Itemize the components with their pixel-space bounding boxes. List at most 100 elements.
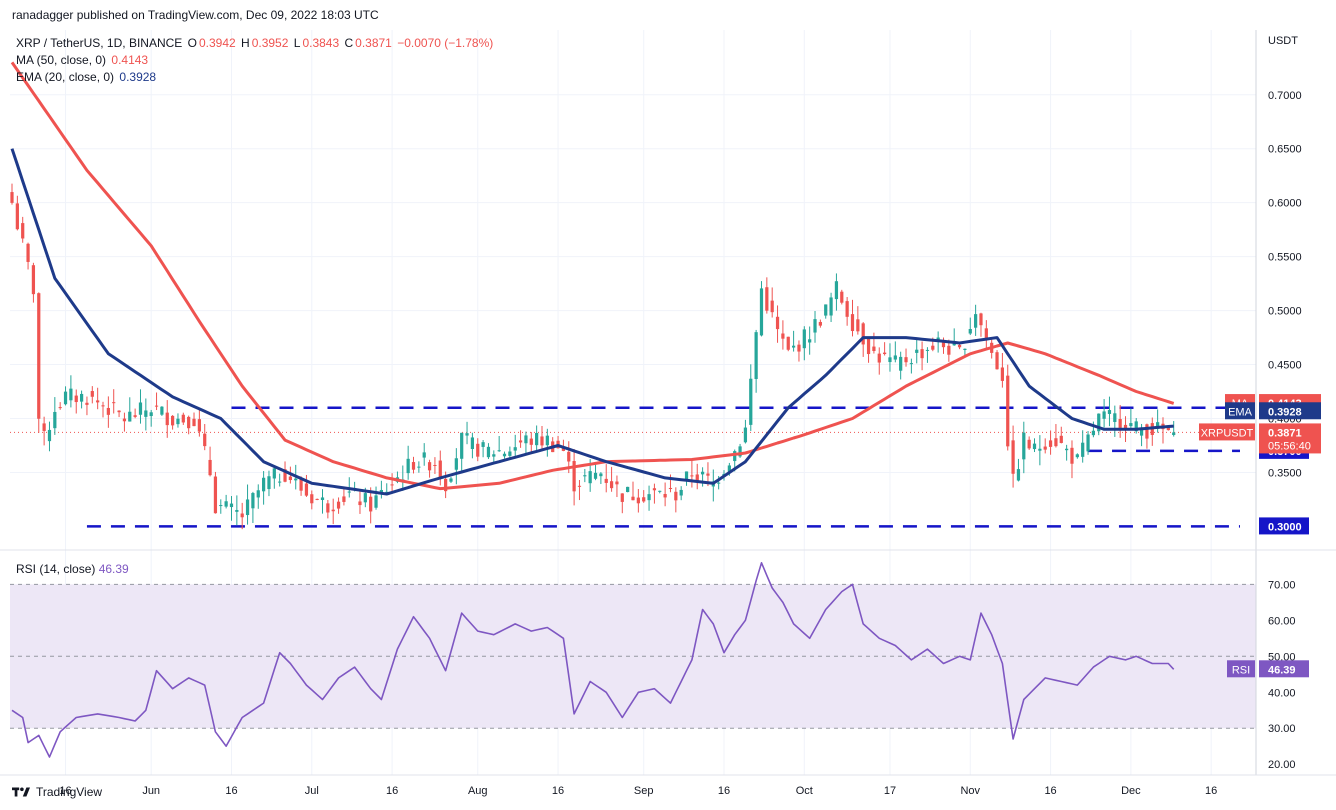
candle-body <box>390 484 394 486</box>
candlestick <box>1156 409 1160 433</box>
price-tag: EMA 0.3928 <box>1225 402 1321 420</box>
candle-body <box>176 418 180 425</box>
candle-body <box>502 453 507 457</box>
candlestick <box>877 347 881 375</box>
price-tick-label: 0.3500 <box>1268 467 1302 479</box>
rsi-band <box>10 584 1256 729</box>
candlestick <box>797 340 801 362</box>
candlestick <box>652 483 657 504</box>
candlestick <box>401 465 405 491</box>
candlestick <box>1065 444 1069 461</box>
time-tick-label: 16 <box>225 785 237 797</box>
candle-body <box>1048 440 1053 447</box>
candlestick <box>427 459 432 478</box>
candlestick <box>695 463 699 490</box>
candle-body <box>154 405 159 407</box>
candlestick <box>170 415 175 430</box>
candle-body <box>347 491 351 493</box>
rsi-legend: RSI (14, close) 46.39 <box>16 562 129 576</box>
candlestick <box>1113 405 1117 437</box>
ma-legend: MA (50, close, 0) 0.4143 <box>16 53 150 67</box>
candlestick <box>1022 421 1026 474</box>
candlestick <box>524 431 528 456</box>
candlestick <box>10 183 14 205</box>
candle-body <box>845 301 849 317</box>
candle-body <box>10 192 14 203</box>
candle-body <box>1006 375 1010 447</box>
candle-body <box>1091 430 1096 436</box>
candle-body <box>572 461 576 492</box>
candle-body <box>1054 438 1058 447</box>
time-tick-label: Sep <box>634 785 654 797</box>
candle-body <box>144 410 148 417</box>
time-tick-label: Jul <box>305 785 319 797</box>
candle-body <box>1145 424 1149 439</box>
rsi-line <box>11 562 1175 758</box>
candlestick <box>995 350 999 370</box>
time-tick-label: 16 <box>1044 785 1056 797</box>
candle-body <box>213 476 218 514</box>
candlestick <box>1107 396 1112 427</box>
candle-body <box>470 437 475 450</box>
candle-body <box>626 486 630 493</box>
candlestick <box>122 412 127 432</box>
candlestick <box>1059 426 1063 444</box>
candle-body <box>513 447 517 451</box>
candle-body <box>122 418 127 422</box>
candle-body <box>615 481 619 485</box>
candlestick <box>781 320 785 350</box>
candle-body <box>1139 429 1144 436</box>
candlestick <box>208 446 212 477</box>
candle-body <box>706 473 710 476</box>
candlesticks <box>10 183 1176 530</box>
candle-body <box>717 482 721 484</box>
candle-body <box>369 496 373 512</box>
candle-body <box>240 513 244 518</box>
candlestick <box>454 448 458 485</box>
ma-line <box>10 61 1175 491</box>
footer-brand[interactable]: TradingView <box>12 785 102 799</box>
time-tick-label: Dec <box>1121 785 1141 797</box>
candle-body <box>69 388 73 401</box>
candlestick <box>203 424 207 451</box>
footer-brand-label: TradingView <box>36 785 103 799</box>
candlestick <box>133 408 137 419</box>
candlestick <box>1032 438 1037 453</box>
candlestick <box>101 401 105 418</box>
candlestick <box>390 473 394 494</box>
candlestick <box>770 287 774 318</box>
candle-body <box>294 478 298 481</box>
candlestick <box>224 494 228 509</box>
candle-body <box>411 462 416 470</box>
rsi-tick-label: 20.00 <box>1268 759 1296 771</box>
candlestick <box>235 495 239 526</box>
time-tick-label: Jun <box>142 785 160 797</box>
rsi-tick-label: 30.00 <box>1268 723 1296 735</box>
candle-body <box>925 349 930 351</box>
candle-body <box>909 363 913 365</box>
candlestick <box>738 443 742 458</box>
rsi-panel <box>10 562 1256 758</box>
candlestick <box>1006 364 1010 451</box>
candle-body <box>567 451 571 462</box>
candle-body <box>465 433 469 436</box>
candle-body <box>797 344 801 352</box>
time-tick-label: 16 <box>386 785 398 797</box>
candlestick <box>866 336 871 363</box>
price-tag-value: 0.3928 <box>1268 406 1302 418</box>
candlestick <box>128 397 132 422</box>
candle-body <box>1065 448 1069 451</box>
candle-body <box>272 468 276 479</box>
candle-body <box>101 405 105 407</box>
candlestick <box>1000 352 1004 388</box>
candlestick <box>535 425 539 452</box>
candle-body <box>583 475 587 477</box>
candle-body <box>304 483 309 496</box>
candlestick <box>149 409 153 427</box>
candlestick <box>856 306 860 335</box>
candlestick <box>331 498 335 525</box>
candle-body <box>850 314 855 332</box>
candle-body <box>1043 446 1047 450</box>
candlestick <box>267 470 271 497</box>
